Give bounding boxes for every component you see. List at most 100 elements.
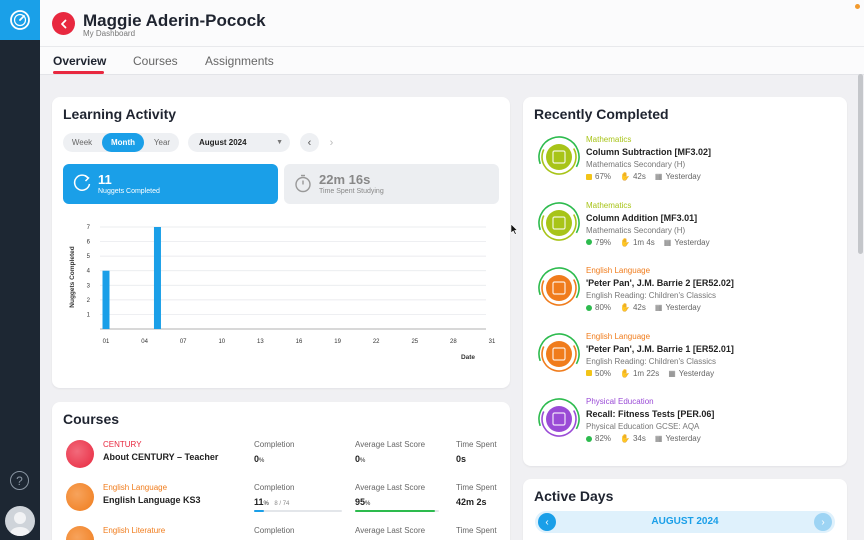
- course-avg-score: 95%: [355, 497, 371, 507]
- chart-x-tick-label: 19: [334, 339, 341, 345]
- avatar[interactable]: [5, 506, 35, 536]
- recently-completed-item[interactable]: Physical Education Recall: Fitness Tests …: [523, 395, 847, 457]
- chart-x-tick-label: 01: [103, 339, 110, 345]
- nugget-title: 'Peter Pan', J.M. Barrie 2 [ER52.02]: [586, 278, 734, 288]
- hand-icon: ✋: [620, 172, 630, 181]
- nugget-score: 50%: [586, 369, 611, 378]
- chart-x-tick-label: 22: [373, 339, 380, 345]
- course-row[interactable]: English Language English Language KS3 Co…: [52, 481, 510, 521]
- divider: [40, 46, 864, 47]
- nugget-meta: 80% ✋ 42s ▦ Yesterday: [586, 303, 701, 312]
- hand-icon: ✋: [620, 303, 630, 312]
- tab-courses[interactable]: Courses: [133, 54, 178, 68]
- tab-underline: [53, 71, 104, 74]
- gauge-icon[interactable]: [0, 0, 40, 40]
- recently-completed-item[interactable]: English Language 'Peter Pan', J.M. Barrie…: [523, 330, 847, 392]
- nugget-title: Column Addition [MF3.01]: [586, 212, 698, 223]
- page-subtitle: My Dashboard: [83, 29, 136, 38]
- nugget-time: ✋ 42s: [620, 303, 646, 312]
- course-name: English Language KS3: [103, 495, 201, 505]
- month-select[interactable]: August 2024 ▼: [188, 133, 290, 152]
- nugget-meta: 79% ✋ 1m 4s ▦ Yesterday: [586, 238, 710, 247]
- page-header: Maggie Aderin-Pocock My Dashboard Overvi…: [40, 0, 864, 75]
- nugget-course: English Reading: Children's Classics: [586, 356, 717, 366]
- calendar-icon: ▦: [654, 303, 663, 312]
- course-book-icon: [66, 440, 94, 468]
- calendar-icon: ▦: [654, 434, 663, 443]
- chart-x-tick-label: 04: [141, 339, 148, 345]
- chart-y-label: Nuggets Completed: [69, 246, 76, 307]
- page-title: Maggie Aderin-Pocock: [83, 11, 266, 30]
- next-month-button[interactable]: ›: [322, 133, 341, 152]
- period-month[interactable]: Month: [102, 133, 144, 152]
- recently-completed-item[interactable]: Mathematics Column Subtraction [MF3.02] Ma…: [523, 133, 847, 195]
- course-row[interactable]: CENTURY About CENTURY – Teacher Completi…: [52, 438, 510, 478]
- course-subject: English Literature: [103, 526, 166, 535]
- nugget-title: Recall: Fitness Tests [PER.06]: [586, 409, 715, 419]
- nugget-course: Mathematics Secondary (H): [586, 225, 686, 235]
- nugget-when: ▦ Yesterday: [668, 368, 715, 378]
- active-days-month-bar: AUGUST 2024 ‹ ›: [535, 511, 835, 533]
- nugget-subject: English Language: [586, 266, 651, 275]
- learning-activity-chart: 1 2 3 4 5 6 7 01 04 07 10 13 16 19 22 25 28 31 Nuggets C…: [69, 225, 496, 361]
- avg-score-header: Average Last Score: [355, 483, 426, 492]
- tab-assignments[interactable]: Assignments: [205, 54, 274, 68]
- course-time-spent: 0s: [456, 454, 467, 464]
- prev-month-button[interactable]: ‹: [300, 133, 319, 152]
- nuggets-completed-label: Nuggets Completed: [98, 188, 160, 195]
- nugget-meta: 50% ✋ 1m 22s ▦ Yesterday: [586, 369, 714, 378]
- completion-bar: [254, 510, 342, 512]
- nugget-when: ▦ Yesterday: [654, 303, 701, 312]
- courses-card: Courses CENTURY About CENTURY – Teacher …: [52, 402, 510, 540]
- left-rail: ?: [0, 0, 40, 540]
- learning-activity-title: Learning Activity: [63, 106, 177, 122]
- caret-down-icon: ▼: [276, 139, 283, 146]
- chart-x-label: Date: [461, 354, 475, 361]
- nugget-score: 67%: [586, 172, 611, 181]
- active-days-month: AUGUST 2024: [651, 516, 719, 527]
- hand-icon: ✋: [620, 237, 630, 247]
- course-book-icon: [66, 526, 94, 540]
- chart-y-tick-label: 3: [87, 283, 91, 289]
- prev-month-button[interactable]: ‹: [538, 513, 556, 531]
- hand-icon: ✋: [620, 434, 630, 443]
- refresh-icon: [73, 174, 91, 191]
- active-days-title: Active Days: [534, 488, 614, 504]
- chart-y-ticks: 1 2 3 4 5 6 7: [87, 225, 91, 318]
- tab-overview[interactable]: Overview: [53, 54, 107, 68]
- avg-score-bar-fill: [355, 510, 435, 512]
- completion-header: Completion: [254, 526, 295, 535]
- score-indicator-icon: [586, 173, 592, 180]
- question-icon[interactable]: ?: [10, 471, 29, 490]
- time-spent-header: Time Spent: [456, 440, 497, 449]
- stopwatch-icon: [295, 174, 311, 193]
- chart-y-tick-label: 4: [87, 269, 91, 275]
- chart-x-tick-label: 13: [257, 339, 264, 345]
- period-year[interactable]: Year: [153, 138, 171, 147]
- chevron-left-icon: ‹: [545, 516, 549, 528]
- nugget-ring-icon: [538, 398, 580, 440]
- period-selector: Week Month Year: [63, 133, 179, 152]
- recently-completed-item[interactable]: Mathematics Column Addition [MF3.01] Mathe…: [523, 199, 847, 261]
- recently-completed-item[interactable]: English Language 'Peter Pan', J.M. Barrie…: [523, 264, 847, 326]
- time-spent-label: Time Spent Studying: [319, 188, 384, 195]
- nugget-ring-icon: [538, 201, 580, 244]
- nugget-time: ✋ 42s: [620, 172, 646, 181]
- chevron-left-icon: ‹: [307, 136, 312, 149]
- nugget-when: ▦ Yesterday: [654, 434, 701, 443]
- chevron-left-icon: [60, 19, 66, 28]
- scrollbar[interactable]: [858, 74, 863, 254]
- back-button[interactable]: [52, 12, 75, 35]
- mouse-cursor-icon: [510, 223, 518, 235]
- time-spent-stat: 22m 16s Time Spent Studying: [284, 164, 499, 204]
- score-indicator-icon: [586, 370, 592, 377]
- next-month-button[interactable]: ›: [814, 513, 832, 531]
- chart-bar[interactable]: [102, 270, 110, 329]
- period-week[interactable]: Week: [71, 138, 93, 147]
- chart-x-tick-label: 10: [218, 339, 225, 345]
- chart-bar[interactable]: [153, 227, 161, 329]
- nugget-course: Physical Education GCSE: AQA: [586, 422, 700, 431]
- course-row[interactable]: English Literature Completion Average La…: [52, 524, 510, 540]
- nugget-ring-icon: [538, 332, 580, 375]
- chevron-right-icon: ›: [821, 516, 825, 528]
